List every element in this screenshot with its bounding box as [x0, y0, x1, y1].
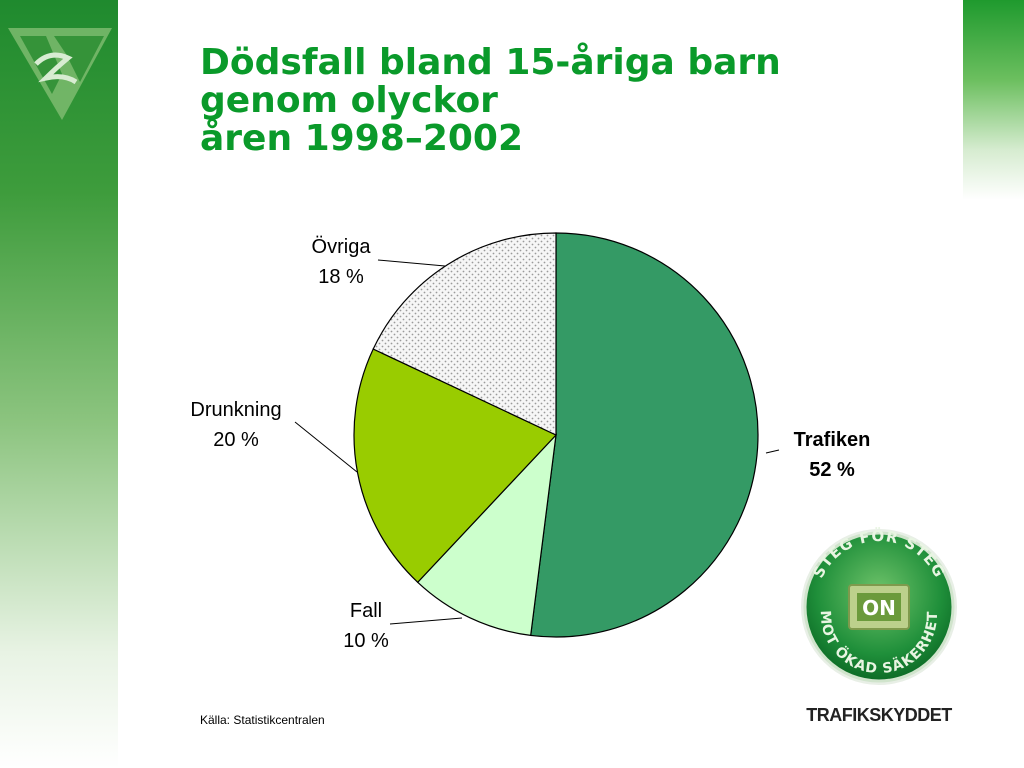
pie-slice-fall [416, 433, 557, 637]
slice-label: Övriga [312, 236, 372, 258]
right-gradient-band [963, 0, 1024, 200]
title-line-2: genom olyckor [200, 80, 498, 121]
badge-on-text: ON [862, 596, 896, 620]
leader-line [377, 259, 446, 267]
pie-slice-trafiken [530, 232, 759, 638]
pie-chart: Trafiken 52 % Fall 10 % Drunkning 20 % Övriga 1… [190, 232, 871, 652]
slice-value-label: 20 % [213, 429, 259, 451]
slice-value-label: 52 % [809, 459, 855, 481]
slice-label: Trafiken [794, 429, 871, 451]
trafikskyddet-badge: STEG FÖR STEG MOT ÖKAD SÄKERHET ON TRAFI… [801, 526, 957, 725]
vtt-logo-icon [8, 28, 112, 120]
pie-slice--vriga [372, 232, 557, 436]
slice-value-label: 18 % [318, 266, 364, 288]
leader-line [765, 449, 780, 454]
slice-value-label: 10 % [343, 630, 389, 652]
title-line-3: åren 1998–2002 [200, 118, 524, 159]
slide-title: Dödsfall bland 15-åriga barn genom olyck… [200, 44, 900, 158]
leader-line [294, 421, 358, 473]
slice-label: Fall [350, 600, 382, 622]
slice-label: Drunkning [190, 399, 281, 421]
leader-line [389, 617, 463, 625]
title-line-1: Dödsfall bland 15-åriga barn [200, 42, 781, 83]
left-gradient-band [0, 0, 118, 768]
badge-brand-text: TRAFIKSKYDDET [806, 705, 952, 725]
pie-slice-drunkning [353, 348, 558, 584]
source-note: Källa: Statistikcentralen [200, 713, 325, 727]
